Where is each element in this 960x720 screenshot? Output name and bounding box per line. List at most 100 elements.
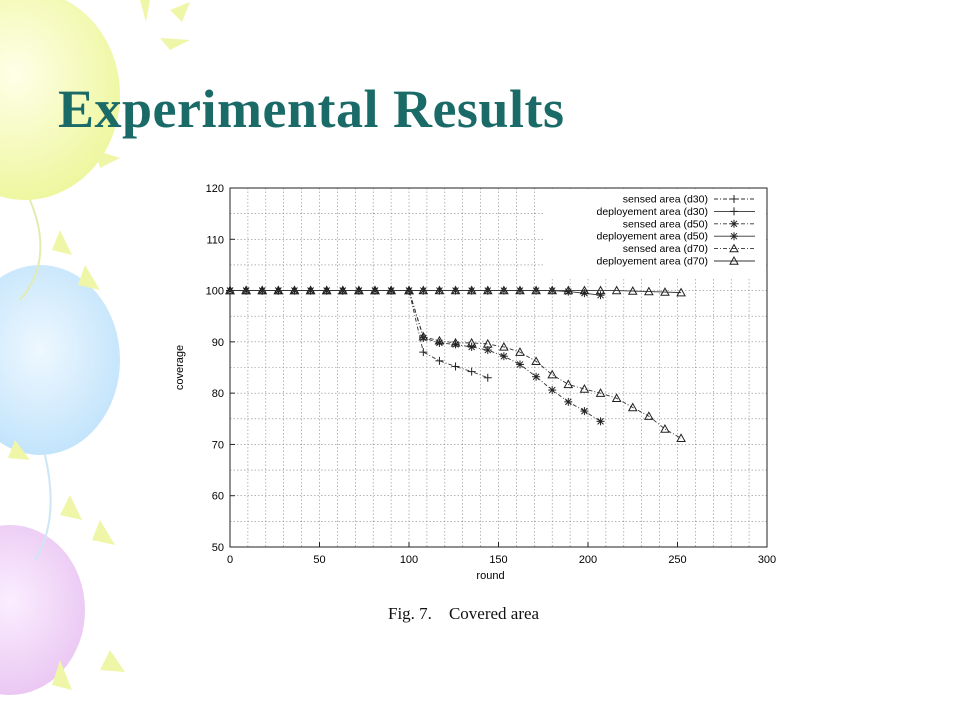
data-point bbox=[660, 287, 670, 296]
data-point bbox=[467, 367, 476, 376]
data-point bbox=[611, 285, 622, 295]
series-6 bbox=[225, 285, 686, 297]
data-point bbox=[305, 285, 316, 295]
marker-stroke bbox=[660, 287, 670, 296]
data-point bbox=[579, 384, 590, 393]
marker-stroke bbox=[581, 407, 588, 415]
data-point bbox=[225, 285, 235, 295]
data-point bbox=[499, 285, 509, 295]
caption-text: Covered area bbox=[448, 604, 540, 623]
marker-stroke bbox=[531, 356, 541, 366]
data-point bbox=[644, 286, 654, 296]
data-point bbox=[450, 337, 461, 347]
x-tick-label: 100 bbox=[400, 554, 418, 566]
x-tick-label: 200 bbox=[579, 554, 597, 566]
marker-stroke bbox=[354, 285, 364, 295]
marker-stroke bbox=[532, 373, 540, 381]
marker-stroke bbox=[499, 341, 509, 351]
marker-stroke bbox=[595, 285, 606, 295]
data-point bbox=[627, 286, 638, 295]
data-point bbox=[730, 232, 738, 241]
data-point bbox=[547, 285, 558, 295]
figure-caption: Fig. 7. Covered area bbox=[388, 604, 539, 624]
data-point bbox=[595, 388, 606, 397]
marker-stroke bbox=[730, 232, 738, 240]
marker-stroke bbox=[484, 346, 492, 354]
y-tick-label: 70 bbox=[212, 439, 224, 451]
marker-stroke bbox=[225, 285, 235, 295]
marker-stroke bbox=[516, 361, 524, 368]
series-line bbox=[230, 290, 488, 379]
data-point bbox=[532, 372, 541, 381]
data-point bbox=[435, 356, 444, 365]
data-point bbox=[483, 373, 492, 382]
marker-stroke bbox=[597, 417, 604, 425]
data-point bbox=[627, 402, 638, 412]
marker-stroke bbox=[370, 285, 380, 295]
data-point bbox=[730, 195, 738, 203]
legend-label: sensed area (d50) bbox=[623, 218, 708, 230]
marker-stroke bbox=[611, 285, 622, 295]
marker-stroke bbox=[337, 285, 348, 295]
marker-stroke bbox=[547, 369, 558, 379]
marker-stroke bbox=[418, 285, 429, 295]
marker-stroke bbox=[627, 402, 638, 412]
x-tick-label: 0 bbox=[227, 554, 233, 566]
data-point bbox=[729, 255, 739, 265]
data-point bbox=[730, 219, 738, 228]
marker-stroke bbox=[611, 393, 622, 402]
data-point bbox=[596, 417, 605, 426]
data-point bbox=[418, 331, 429, 341]
marker-stroke bbox=[597, 291, 604, 299]
y-tick-label: 90 bbox=[212, 337, 224, 349]
marker-stroke bbox=[531, 285, 541, 295]
marker-stroke bbox=[627, 286, 638, 295]
marker-stroke bbox=[450, 337, 461, 347]
y-tick-label: 100 bbox=[206, 286, 224, 298]
marker-stroke bbox=[404, 285, 414, 295]
legend-label: deployement area (d30) bbox=[597, 206, 709, 218]
y-axis-label: coverage bbox=[174, 345, 186, 390]
data-point bbox=[482, 285, 493, 295]
x-tick-label: 50 bbox=[313, 554, 325, 566]
marker-stroke bbox=[468, 343, 476, 351]
marker-stroke bbox=[660, 424, 670, 433]
marker-stroke bbox=[500, 352, 508, 360]
data-point bbox=[482, 338, 493, 348]
data-point bbox=[730, 207, 738, 216]
data-point bbox=[370, 285, 380, 295]
data-point bbox=[611, 393, 622, 402]
marker-stroke bbox=[321, 285, 332, 295]
marker-stroke bbox=[579, 384, 590, 393]
marker-stroke bbox=[450, 285, 461, 295]
x-tick-label: 300 bbox=[758, 554, 776, 566]
data-point bbox=[466, 337, 477, 347]
legend-label: deployement area (d50) bbox=[597, 231, 709, 243]
marker-stroke bbox=[676, 287, 686, 297]
y-tick-label: 110 bbox=[206, 234, 224, 246]
marker-stroke bbox=[563, 379, 574, 389]
data-point bbox=[515, 285, 525, 295]
data-point bbox=[418, 285, 429, 295]
coverage-chart: 0 50 100 150 200 250 3005060708090100110120rou… bbox=[174, 183, 776, 582]
legend-background bbox=[543, 189, 766, 277]
data-point bbox=[596, 291, 605, 300]
data-point bbox=[404, 285, 414, 295]
data-point bbox=[466, 285, 477, 295]
data-point bbox=[241, 285, 251, 295]
data-point bbox=[515, 347, 525, 356]
legend-label: sensed area (d30) bbox=[623, 194, 708, 206]
series-line bbox=[230, 290, 682, 294]
marker-stroke bbox=[482, 338, 493, 348]
data-point bbox=[644, 411, 654, 420]
marker-stroke bbox=[547, 285, 558, 295]
marker-stroke bbox=[548, 386, 556, 394]
x-tick-label: 250 bbox=[668, 554, 686, 566]
marker-stroke bbox=[644, 286, 654, 296]
data-point bbox=[434, 335, 445, 345]
data-point bbox=[579, 285, 590, 295]
data-point bbox=[386, 285, 396, 295]
y-tick-label: 60 bbox=[212, 491, 224, 503]
series-3 bbox=[226, 286, 605, 426]
